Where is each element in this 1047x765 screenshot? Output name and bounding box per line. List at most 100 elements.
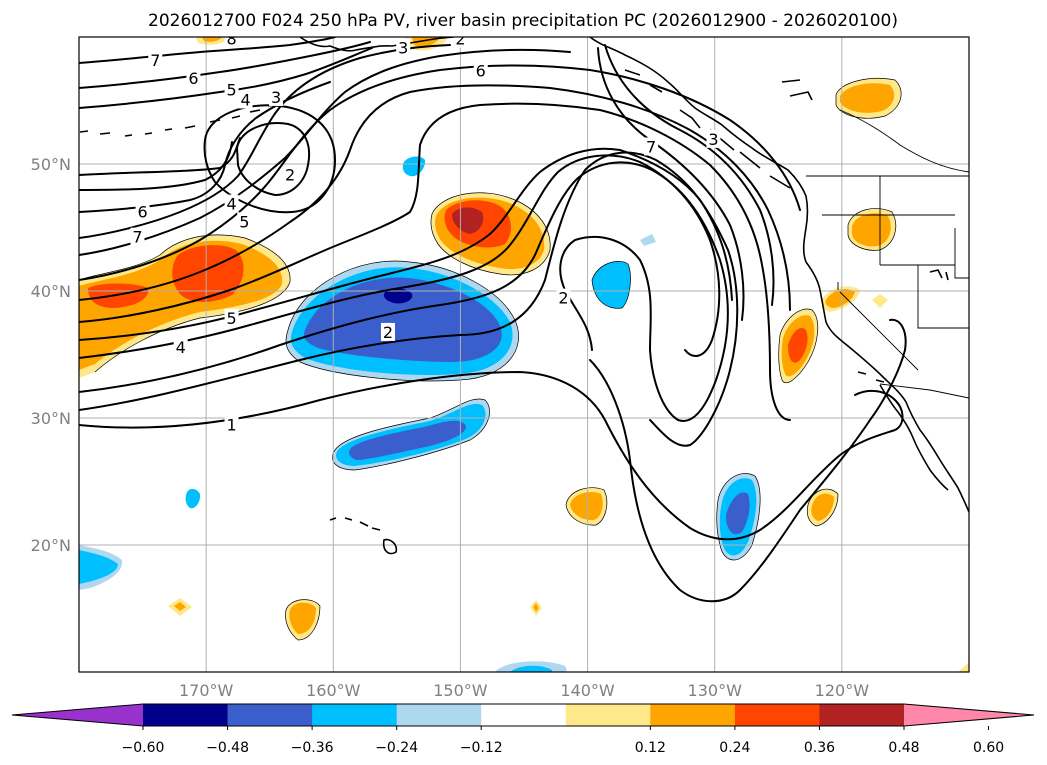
pv-contour-9 (79, 48, 571, 256)
pv-contour-label: 8 (226, 30, 236, 49)
pv-contour-ne-2 (597, 47, 745, 321)
colorbar-tick-label: 0.36 (804, 740, 835, 756)
pv-label-bg (396, 38, 411, 57)
pv-contour-label: 5 (239, 212, 249, 231)
anomaly-outlines (79, 78, 902, 641)
colorbar-swatch (734, 704, 820, 726)
colorbar-tick-label: 0.24 (719, 740, 750, 756)
colorbar-swatch (481, 704, 567, 726)
pv-label-bg (224, 415, 239, 434)
latitude-label: 20°N (31, 536, 71, 555)
alaska-coastline (299, 37, 461, 52)
colorbar-tick-label: −0.48 (206, 740, 249, 756)
map-axis-labels: 170°W 160°W 150°W 140°W 130°W 120°W 20°N 30°N 40… (31, 155, 870, 700)
pv-contour-label: 6 (188, 69, 198, 88)
bc-islands (624, 69, 813, 189)
political-borders (806, 109, 969, 399)
pv-label-bg (135, 202, 150, 221)
pv-label-bg (453, 37, 468, 48)
pv-contour-label: 3 (708, 130, 718, 149)
pv-contour-4 (79, 154, 721, 359)
positive-anomaly-coast (778, 78, 902, 526)
pv-contour-label: 7 (150, 51, 160, 70)
pv-label-bg (706, 129, 721, 148)
pv-label-bg (224, 80, 239, 99)
pv-contour-label: 5 (226, 309, 236, 328)
pv-contour-5 (79, 147, 733, 341)
pv-contour-west-3 (79, 141, 233, 191)
pv-label-bg (238, 90, 253, 109)
pv-contour-north-2 (79, 41, 371, 89)
bc-interior (839, 109, 969, 173)
pv-contour-7 (79, 84, 791, 311)
positive-anomaly-cells (168, 37, 969, 672)
pv-contour-label: 2 (383, 323, 393, 342)
colorbar-swatch (312, 704, 398, 726)
longitude-label: 150°W (433, 681, 488, 700)
colorbar-swatch (819, 704, 905, 726)
pv-contour-label: 2 (285, 165, 295, 184)
colorbar-tick-label: 0.12 (635, 740, 666, 756)
north-america-coastline (589, 37, 969, 513)
longitude-label: 170°W (179, 681, 234, 700)
colorbar-extend-high (904, 704, 1034, 726)
colorbar-tick-label: −0.12 (460, 740, 503, 756)
colorbar-tick-label: −0.60 (122, 740, 165, 756)
state-borders (822, 176, 969, 371)
pv-label-bg (237, 212, 252, 231)
colorbar-swatch (143, 704, 229, 726)
pv-contour-1 (79, 371, 904, 541)
pv-contours (79, 37, 907, 603)
pv-contour-label: 3 (398, 38, 408, 57)
colorbar-swatch (565, 704, 651, 726)
pv-label-bg (224, 308, 239, 327)
colorbar-swatch (650, 704, 736, 726)
pv-contour-west-4 (79, 137, 241, 176)
pv-contour-8 (79, 64, 801, 281)
latitude-label: 40°N (31, 282, 71, 301)
pv-label-bg (173, 338, 188, 357)
pv-contour-6 (79, 102, 791, 421)
pv-label-bg (130, 227, 145, 246)
colorbar-tick-label: 0.48 (888, 740, 919, 756)
colorbar-tick-label: −0.36 (291, 740, 334, 756)
pv-contour-label: 2 (455, 30, 465, 49)
pv-contour-label: 1 (226, 416, 236, 435)
pv-label-bg (644, 137, 659, 156)
pv-low-ring-outer (203, 104, 336, 214)
longitude-label: 120°W (815, 681, 870, 700)
pv-contour-label: 6 (476, 61, 486, 80)
pv-label-bg (224, 194, 239, 213)
pv-label-bg (269, 87, 284, 106)
ocean-background (79, 37, 969, 672)
pv-contour-north-3 (79, 47, 373, 109)
hawaii-islands (329, 517, 398, 555)
colorbar-swatch (227, 704, 313, 726)
pv-contour-label: 7 (646, 137, 656, 156)
pv-contour-2-main (79, 151, 739, 447)
pv-contour-label: 4 (226, 195, 236, 214)
pv-contour-label: 6 (137, 202, 147, 221)
pv-label-bg (380, 322, 395, 341)
colorbar-tick-label: 0.60 (973, 740, 1004, 756)
pv-contour-west-1 (79, 44, 451, 239)
pv-contour-label: 4 (240, 91, 250, 110)
latitude-label: 30°N (31, 409, 71, 428)
pv-label-bg (224, 37, 239, 48)
pv-contour-label: 4 (176, 338, 186, 357)
colorbar-extend-low (12, 704, 143, 726)
pv-label-bg (283, 165, 298, 184)
colorbar-swatch (396, 704, 482, 726)
pv-label-bg (148, 51, 163, 70)
negative-anomaly-south (332, 399, 490, 470)
channel-islands (857, 269, 949, 383)
pv-contour-label: 2 (558, 289, 568, 308)
pv-label-bg (186, 68, 201, 87)
pv-label-bg (473, 61, 488, 80)
longitude-label: 140°W (560, 681, 615, 700)
negative-anomaly-cells (79, 156, 761, 672)
us-mexico-border (879, 383, 969, 399)
